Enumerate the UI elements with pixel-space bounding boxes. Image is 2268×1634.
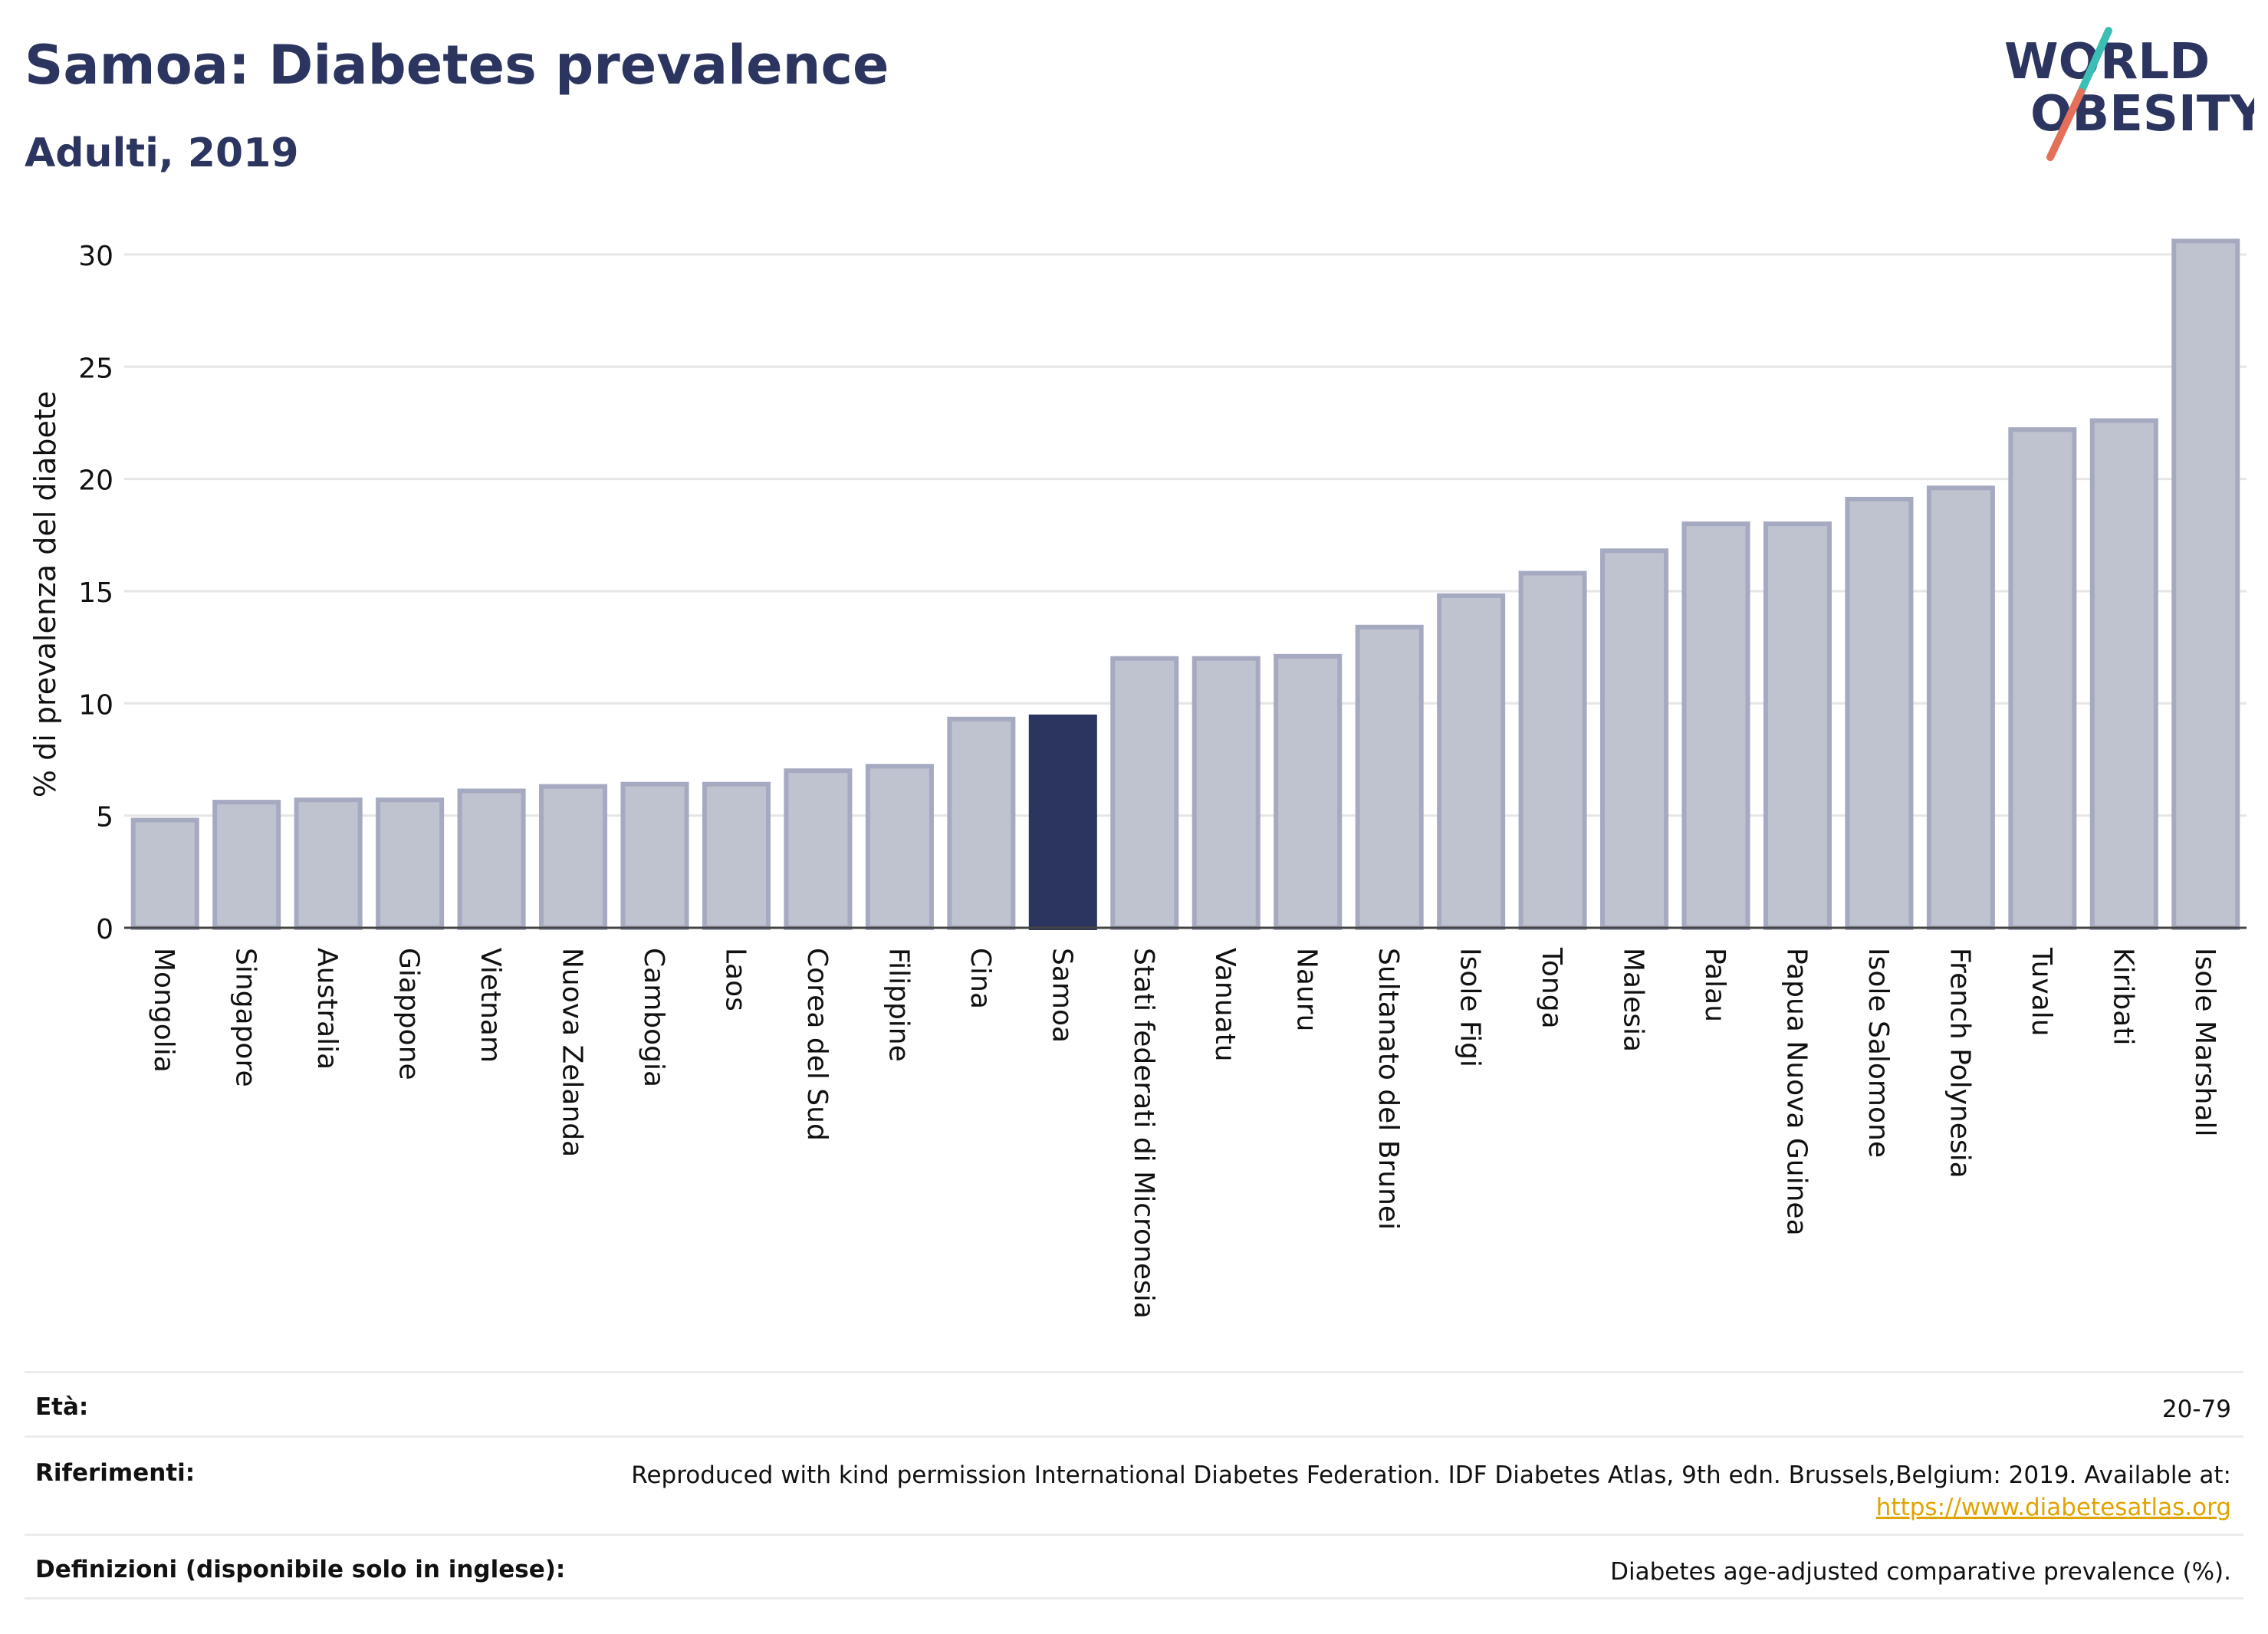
x-tick-label: Mongolia bbox=[148, 948, 179, 1073]
x-tick-label: Cambogia bbox=[638, 948, 669, 1087]
references-link[interactable]: https://www.diabetesatlas.org bbox=[1875, 1494, 2231, 1521]
x-tick-label: Tonga bbox=[1536, 947, 1567, 1029]
x-tick-label: Australia bbox=[311, 948, 343, 1070]
x-tick-label: Tuvalu bbox=[2026, 947, 2057, 1037]
bar-french-polynesia bbox=[1926, 485, 1995, 930]
x-tick-label: Samoa bbox=[1046, 948, 1077, 1043]
chart-footer: Età: 20-79 Riferimenti: Reproduced with … bbox=[25, 1371, 2243, 1599]
bar-laos bbox=[702, 781, 771, 931]
x-tick-label: Giappone bbox=[393, 948, 425, 1080]
bar-palau bbox=[1681, 521, 1750, 930]
bar-vietnam bbox=[457, 788, 526, 931]
bar-mongolia bbox=[130, 817, 199, 930]
x-tick-label: Isole Marshall bbox=[2189, 948, 2220, 1137]
footer-row-references: Riferimenti: Reproduced with kind permis… bbox=[25, 1435, 2243, 1534]
bar-cambogia bbox=[620, 781, 689, 931]
references-text: Reproduced with kind permission Internat… bbox=[631, 1461, 2231, 1489]
bar-malesia bbox=[1600, 548, 1669, 930]
bar-giappone bbox=[376, 797, 445, 930]
bars bbox=[130, 238, 2240, 931]
footer-row-definitions: Definizioni (disponibile solo in inglese… bbox=[25, 1534, 2243, 1599]
bar-singapore bbox=[212, 800, 281, 930]
footer-value-references: Reproduced with kind permission Internat… bbox=[631, 1459, 2243, 1524]
bar-samoa bbox=[1028, 714, 1097, 930]
footer-value-definitions: Diabetes age-adjusted comparative preval… bbox=[1610, 1558, 2231, 1586]
y-axis-label: % di prevalenza del diabete bbox=[28, 391, 62, 797]
bar-kiribati bbox=[2089, 418, 2158, 930]
bar-corea-del-sud bbox=[784, 768, 853, 930]
bar-vanuatu bbox=[1192, 656, 1261, 930]
bar-tuvalu bbox=[2008, 427, 2077, 930]
footer-label-definitions: Definizioni (disponibile solo in inglese… bbox=[35, 1556, 566, 1583]
y-tick-label: 25 bbox=[78, 353, 113, 384]
y-tick-label: 30 bbox=[78, 241, 113, 272]
tick-labels: 0 5 10 15 20 25 30 Mongolia Singapore Australia Gi… bbox=[78, 241, 2220, 1319]
logo-slash-top bbox=[2077, 27, 2112, 96]
bar-isole-figi bbox=[1437, 593, 1506, 930]
x-tick-label: Laos bbox=[719, 948, 751, 1011]
x-tick-label: Palau bbox=[1699, 948, 1731, 1022]
x-tick-label: Vietnam bbox=[475, 948, 506, 1063]
x-tick-label: Kiribati bbox=[2107, 948, 2138, 1045]
bar-nuova-zelanda bbox=[539, 784, 608, 930]
x-tick-label: Isole Salomone bbox=[1862, 948, 1894, 1158]
bar-isole-marshall bbox=[2171, 238, 2240, 931]
world-obesity-logo: WORLD OBESITY bbox=[2004, 27, 2254, 161]
x-tick-label: Corea del Sud bbox=[801, 948, 833, 1141]
y-tick-label: 5 bbox=[96, 802, 113, 833]
x-tick-label: Singapore bbox=[230, 948, 261, 1087]
x-tick-label: Isole Figi bbox=[1454, 948, 1486, 1067]
y-tick-label: 15 bbox=[78, 577, 113, 609]
logo-slash-bottom bbox=[2046, 88, 2085, 161]
bar-stati-federati-di-micronesia bbox=[1110, 656, 1179, 930]
x-tick-label: Filippine bbox=[883, 948, 914, 1062]
y-tick-label: 20 bbox=[78, 465, 113, 497]
bar-sultanato-del-brunei bbox=[1355, 624, 1424, 930]
x-tick-label: Papua Nuova Guinea bbox=[1780, 948, 1812, 1236]
bar-chart: 0 5 10 15 20 25 30 Mongolia Singapore Australia Gi… bbox=[28, 238, 2247, 1319]
footer-label-age: Età: bbox=[35, 1393, 89, 1421]
bar-australia bbox=[294, 797, 363, 930]
bar-nauru bbox=[1274, 653, 1343, 930]
x-tick-label: French Polynesia bbox=[1944, 948, 1975, 1179]
x-tick-label: Malesia bbox=[1618, 948, 1649, 1052]
chart-title: Samoa: Diabetes prevalence bbox=[25, 34, 889, 97]
x-tick-label: Vanuatu bbox=[1209, 948, 1241, 1062]
footer-label-references: Riferimenti: bbox=[35, 1459, 196, 1487]
x-tick-label: Nuova Zelanda bbox=[557, 948, 588, 1157]
x-tick-label: Nauru bbox=[1291, 948, 1323, 1031]
x-tick-label: Cina bbox=[965, 948, 996, 1009]
x-tick-label: Stati federati di Micronesia bbox=[1128, 948, 1159, 1319]
footer-value-age: 20-79 bbox=[2161, 1396, 2231, 1423]
bar-tonga bbox=[1518, 570, 1587, 930]
bar-filippine bbox=[865, 764, 934, 930]
x-tick-label: Sultanato del Brunei bbox=[1372, 948, 1404, 1230]
y-tick-label: 0 bbox=[96, 914, 113, 945]
y-tick-label: 10 bbox=[78, 689, 113, 721]
bar-cina bbox=[947, 716, 1016, 930]
footer-row-age: Età: 20-79 bbox=[25, 1371, 2243, 1435]
bar-papua-nuova-guinea bbox=[1763, 521, 1832, 930]
bar-isole-salomone bbox=[1845, 496, 1914, 930]
chart-subtitle: Adulti, 2019 bbox=[25, 130, 299, 176]
